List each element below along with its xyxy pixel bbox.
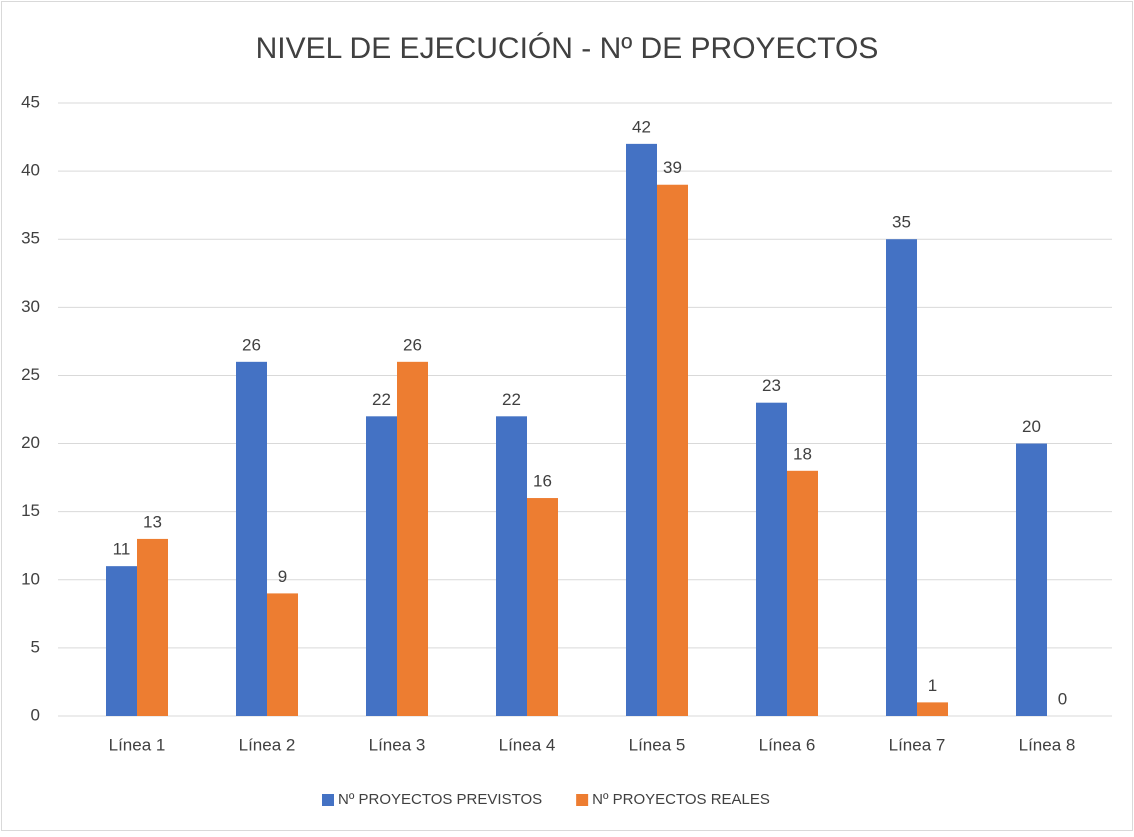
x-tick-label: Línea 6 xyxy=(759,735,816,754)
data-label: 20 xyxy=(1022,417,1041,436)
bar xyxy=(626,143,657,716)
legend-swatch xyxy=(322,794,334,806)
bar xyxy=(787,470,818,716)
y-tick-label: 45 xyxy=(21,92,40,111)
y-tick-label: 25 xyxy=(21,365,40,384)
data-label: 35 xyxy=(892,213,911,232)
bar xyxy=(917,702,948,716)
data-label: 1 xyxy=(928,676,937,695)
bar xyxy=(527,498,558,716)
bar xyxy=(366,416,397,716)
x-tick-label: Línea 8 xyxy=(1019,735,1076,754)
bar xyxy=(137,538,168,716)
y-tick-label: 40 xyxy=(21,161,40,180)
x-tick-label: Línea 2 xyxy=(239,735,296,754)
x-tick-label: Línea 4 xyxy=(499,735,556,754)
data-label: 16 xyxy=(533,472,552,491)
data-label: 22 xyxy=(502,390,521,409)
legend-label: Nº PROYECTOS REALES xyxy=(592,791,770,808)
data-label: 23 xyxy=(762,376,781,395)
data-label: 22 xyxy=(372,390,391,409)
data-label: 0 xyxy=(1058,689,1067,708)
bar xyxy=(267,593,298,716)
bar xyxy=(106,566,137,716)
x-tick-label: Línea 1 xyxy=(109,735,166,754)
y-tick-label: 15 xyxy=(21,501,40,520)
bar xyxy=(496,416,527,716)
chart-title: NIVEL DE EJECUCIÓN - Nº DE PROYECTOS xyxy=(256,32,879,65)
data-label: 9 xyxy=(278,567,287,586)
data-label: 39 xyxy=(663,158,682,177)
y-tick-label: 0 xyxy=(31,705,40,724)
bar xyxy=(236,361,267,716)
y-tick-label: 10 xyxy=(21,569,40,588)
legend-label: Nº PROYECTOS PREVISTOS xyxy=(338,791,542,808)
data-label: 42 xyxy=(632,117,651,136)
data-label: 26 xyxy=(403,335,422,354)
data-label: 13 xyxy=(143,512,162,531)
y-tick-label: 35 xyxy=(21,229,40,248)
data-label: 26 xyxy=(242,335,261,354)
x-tick-label: Línea 5 xyxy=(629,735,686,754)
y-tick-label: 20 xyxy=(21,433,40,452)
x-tick-label: Línea 3 xyxy=(369,735,426,754)
bar xyxy=(657,184,688,716)
data-label: 18 xyxy=(793,444,812,463)
bar xyxy=(886,239,917,716)
data-label: 11 xyxy=(113,540,131,559)
x-tick-label: Línea 7 xyxy=(889,735,946,754)
legend-swatch xyxy=(576,794,589,806)
bar xyxy=(1016,443,1047,716)
y-tick-label: 5 xyxy=(31,637,40,656)
bar xyxy=(397,361,428,716)
y-tick-label: 30 xyxy=(21,297,40,316)
bar xyxy=(756,402,787,716)
